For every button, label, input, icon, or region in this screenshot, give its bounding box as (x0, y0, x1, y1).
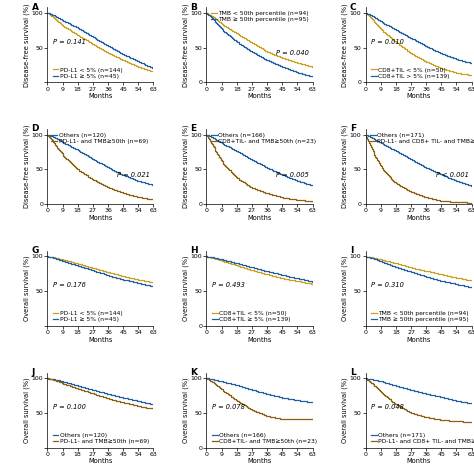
Legend: Others (n=120), PD-L1- and TMB≥50th (n=69): Others (n=120), PD-L1- and TMB≥50th (n=6… (52, 133, 148, 144)
X-axis label: Months: Months (247, 337, 272, 343)
Text: A: A (31, 2, 38, 11)
Text: P = 0.048: P = 0.048 (371, 404, 404, 410)
Legend: Others (n=171), PD-L1- and CD8+ TIL- and TMB≥50th (n=): Others (n=171), PD-L1- and CD8+ TIL- and… (371, 433, 474, 444)
Text: P = 0.005: P = 0.005 (276, 172, 310, 178)
Text: P = 0.010: P = 0.010 (371, 39, 404, 45)
Y-axis label: Disease-free survival (%): Disease-free survival (%) (342, 125, 348, 209)
Y-axis label: Disease-free survival (%): Disease-free survival (%) (24, 125, 30, 209)
Text: P = 0.021: P = 0.021 (118, 172, 150, 178)
X-axis label: Months: Months (247, 458, 272, 465)
Text: H: H (191, 246, 198, 255)
X-axis label: Months: Months (88, 458, 113, 465)
X-axis label: Months: Months (88, 337, 113, 343)
Y-axis label: Overall survival (%): Overall survival (%) (183, 377, 189, 443)
X-axis label: Months: Months (247, 93, 272, 99)
Legend: CD8+TIL < 5% (n=50), CD8+TIL > 5% (n=139): CD8+TIL < 5% (n=50), CD8+TIL > 5% (n=139… (371, 67, 450, 79)
X-axis label: Months: Months (406, 93, 431, 99)
Text: P = 0.040: P = 0.040 (276, 50, 310, 56)
X-axis label: Months: Months (247, 215, 272, 221)
Legend: TMB < 50th percentile (n=94), TMB ≥ 50th percentile (n=95): TMB < 50th percentile (n=94), TMB ≥ 50th… (210, 11, 309, 22)
Legend: Others (n=171), PD-L1- and CD8+ TIL- and TMB≥50th: Others (n=171), PD-L1- and CD8+ TIL- and… (370, 133, 474, 144)
Legend: Others (n=166), CD8+TIL- and TMB≥50th (n=23): Others (n=166), CD8+TIL- and TMB≥50th (n… (211, 433, 318, 444)
Text: K: K (191, 368, 198, 377)
Legend: CD8+TIL < 5% (n=50), CD8+TIL ≥ 5% (n=139): CD8+TIL < 5% (n=50), CD8+TIL ≥ 5% (n=139… (211, 311, 291, 322)
Text: B: B (191, 2, 198, 11)
X-axis label: Months: Months (88, 215, 113, 221)
Text: E: E (191, 125, 197, 134)
Y-axis label: Disease-free survival (%): Disease-free survival (%) (183, 125, 189, 209)
Y-axis label: Overall survival (%): Overall survival (%) (342, 377, 348, 443)
Text: D: D (31, 125, 39, 134)
Text: P = 0.078: P = 0.078 (212, 404, 245, 410)
Text: P = 0.100: P = 0.100 (53, 404, 86, 410)
Text: P = 0.493: P = 0.493 (212, 283, 245, 289)
Y-axis label: Overall survival (%): Overall survival (%) (183, 255, 189, 321)
Text: L: L (350, 368, 356, 377)
Y-axis label: Overall survival (%): Overall survival (%) (24, 377, 30, 443)
Text: P = 0.141: P = 0.141 (53, 39, 86, 45)
Y-axis label: Overall survival (%): Overall survival (%) (342, 255, 348, 321)
Legend: TMB < 50th percentile (n=94), TMB ≥ 50th percentile (n=95): TMB < 50th percentile (n=94), TMB ≥ 50th… (371, 311, 469, 322)
Text: P < 0.001: P < 0.001 (436, 172, 468, 178)
X-axis label: Months: Months (406, 458, 431, 465)
Y-axis label: Disease-free survival (%): Disease-free survival (%) (342, 3, 348, 87)
X-axis label: Months: Months (406, 215, 431, 221)
Y-axis label: Overall survival (%): Overall survival (%) (24, 255, 30, 321)
Legend: PD-L1 < 5% (n=144), PD-L1 ≥ 5% (n=45): PD-L1 < 5% (n=144), PD-L1 ≥ 5% (n=45) (53, 67, 123, 79)
Text: C: C (350, 2, 356, 11)
X-axis label: Months: Months (88, 93, 113, 99)
Y-axis label: Disease-free survival (%): Disease-free survival (%) (183, 3, 189, 87)
Legend: Others (n=166), CD8+TIL- and TMB≥50th (n=23): Others (n=166), CD8+TIL- and TMB≥50th (n… (210, 133, 317, 144)
Legend: Others (n=120), PD-L1- and TMB≥50th (n=69): Others (n=120), PD-L1- and TMB≥50th (n=6… (53, 433, 150, 444)
Text: J: J (31, 368, 35, 377)
Text: G: G (31, 246, 39, 255)
Text: P = 0.176: P = 0.176 (53, 283, 86, 289)
Text: I: I (350, 246, 353, 255)
Text: F: F (350, 125, 356, 134)
Text: P = 0.310: P = 0.310 (371, 283, 404, 289)
Legend: PD-L1 < 5% (n=144), PD-L1 ≥ 5% (n=45): PD-L1 < 5% (n=144), PD-L1 ≥ 5% (n=45) (53, 311, 123, 322)
X-axis label: Months: Months (406, 337, 431, 343)
Y-axis label: Disease-free survival (%): Disease-free survival (%) (24, 3, 30, 87)
